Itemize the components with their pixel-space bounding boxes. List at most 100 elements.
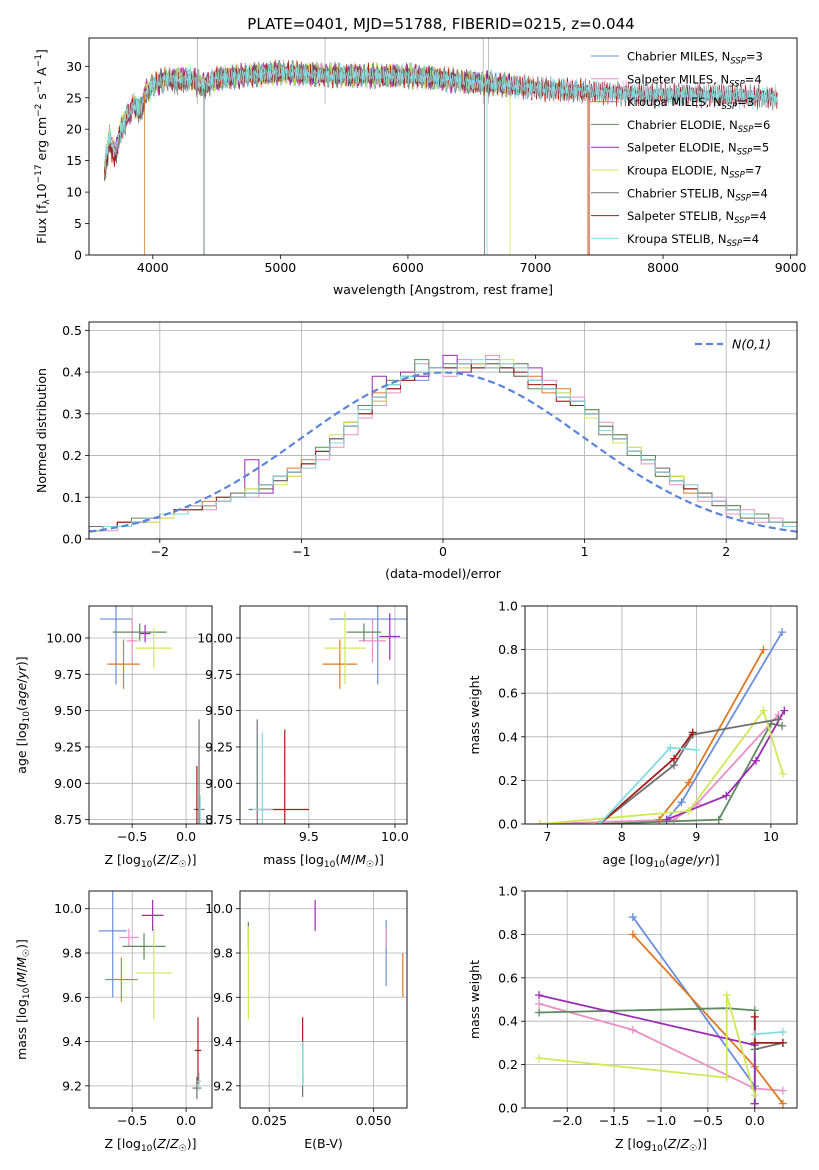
legend-entry: Salpeter STELIB, NSSP=4 xyxy=(627,209,767,226)
gaussian-reference-curve xyxy=(89,371,797,533)
weight-marker xyxy=(750,1090,759,1099)
axes-frame xyxy=(524,890,798,1109)
y-tick-label: 9.50 xyxy=(54,703,82,718)
y-tick-label: 0.0 xyxy=(498,1101,518,1116)
x-tick-label: −2 xyxy=(151,544,169,559)
weight-marker xyxy=(750,1030,759,1039)
weight-marker xyxy=(722,791,731,800)
y-tick-label: 9.4 xyxy=(62,1034,82,1049)
x-axis-label: Z [log10(Z/Z☉)] xyxy=(615,1136,707,1154)
y-tick-label: 0.8 xyxy=(498,642,518,657)
y-tick-label: 9.75 xyxy=(54,667,82,682)
x-tick-label: −0.5 xyxy=(117,829,147,844)
weight-marker xyxy=(722,991,731,1000)
y-axis-label: age [log10(age/yr)] xyxy=(14,656,32,773)
weight-line xyxy=(539,708,784,824)
x-tick-label: 1 xyxy=(581,544,589,559)
y-tick-label: 0.0 xyxy=(498,817,518,832)
legend-entry: N(0,1) xyxy=(732,337,771,352)
x-tick-label: 2 xyxy=(722,544,730,559)
plot-area xyxy=(89,354,797,539)
spectrum-line xyxy=(103,61,778,170)
axes-frame xyxy=(88,605,213,825)
y-tick-label: 30 xyxy=(66,59,82,74)
mass-vs-metallicity-panel: −0.5 0.0 9.2 9.4 9.6 9.8 10.0 Z [log10(Z/Z☉)] ma… xyxy=(14,890,213,1154)
plot-area xyxy=(99,606,205,824)
weight-marker xyxy=(535,820,544,824)
y-tick-label: 9.00 xyxy=(205,776,233,791)
y-tick-label: 0.0 xyxy=(62,532,82,547)
plot-area xyxy=(535,628,789,824)
weight-marker xyxy=(692,745,701,754)
plot-area xyxy=(98,891,202,1100)
weight-marker xyxy=(670,754,679,763)
x-tick-label: −2.0 xyxy=(552,1113,582,1128)
spectrum-panel: 4000 5000 6000 7000 8000 9000 0 5 10 15 20 25 30 wave… xyxy=(34,37,807,297)
weight-marker xyxy=(778,769,787,778)
x-tick-label: 9000 xyxy=(775,260,807,275)
y-tick-label: 1.0 xyxy=(498,599,518,614)
weight-line xyxy=(754,1042,784,1051)
weight-marker xyxy=(684,778,693,787)
y-tick-label: 9.75 xyxy=(205,667,233,682)
weight-marker xyxy=(780,706,789,715)
weight-line xyxy=(539,994,756,1096)
weight-vs-metallicity-panel: −2.0 −1.5 −1.0 −0.5 0.0 0.0 0.2 0.4 0.6 0.8 1.0 Z [… xyxy=(467,884,798,1154)
weight-marker xyxy=(662,815,671,824)
legend-entry: Chabrier MILES, NSSP=3 xyxy=(627,50,763,67)
y-tick-label: 0.2 xyxy=(498,773,518,788)
weight-marker xyxy=(774,715,783,724)
x-tick-label: −1 xyxy=(292,544,310,559)
y-tick-label: 0.1 xyxy=(62,490,82,505)
axes-frame xyxy=(239,605,408,825)
x-tick-label: 10 xyxy=(763,829,779,844)
x-tick-label: 8000 xyxy=(647,260,679,275)
x-axis-label: wavelength [Angstrom, rest frame] xyxy=(333,282,553,297)
axes-frame xyxy=(239,890,408,1109)
weight-marker xyxy=(628,1025,637,1034)
weight-marker xyxy=(778,628,787,637)
weight-marker xyxy=(677,798,686,807)
x-axis-label: E(B-V) xyxy=(304,1136,343,1151)
grid-lines xyxy=(89,891,212,1108)
grid-lines xyxy=(240,606,407,824)
y-axis-label: mass [log10(M/M☉)] xyxy=(14,939,32,1060)
y-tick-label: 8.75 xyxy=(205,812,233,827)
legend-entry: Chabrier ELODIE, NSSP=6 xyxy=(627,118,770,135)
y-tick-label: 15 xyxy=(66,153,82,168)
weight-marker xyxy=(535,999,544,1008)
axes-frame xyxy=(524,605,798,825)
y-tick-label: 0.2 xyxy=(498,1057,518,1072)
y-axis-label: Normed distribution xyxy=(34,368,49,493)
weight-marker xyxy=(759,645,768,654)
x-tick-label: −1.5 xyxy=(599,1113,629,1128)
x-tick-label: 5000 xyxy=(264,260,296,275)
x-tick-label: −1.0 xyxy=(646,1113,676,1128)
axes-frame xyxy=(88,321,798,540)
weight-marker xyxy=(535,991,544,1000)
y-tick-label: 9.6 xyxy=(62,990,82,1005)
x-tick-label: 4000 xyxy=(137,260,169,275)
y-tick-label: 9.8 xyxy=(213,946,233,961)
y-tick-label: 10.0 xyxy=(54,901,82,916)
y-tick-label: 0.2 xyxy=(62,448,82,463)
x-axis-label: mass [log10(M/M☉)] xyxy=(263,852,384,870)
y-axis-label: mass weight xyxy=(467,960,482,1039)
y-tick-label: 1.0 xyxy=(498,884,518,899)
y-tick-label: 9.00 xyxy=(54,776,82,791)
weight-marker xyxy=(750,1038,759,1047)
x-tick-label: 9.5 xyxy=(299,829,319,844)
weight-marker xyxy=(535,1054,544,1063)
y-tick-label: 8.75 xyxy=(54,812,82,827)
y-tick-label: 9.2 xyxy=(213,1078,233,1093)
plot-area xyxy=(535,913,787,1108)
y-tick-label: 0.4 xyxy=(498,1014,518,1029)
weight-marker xyxy=(714,815,723,824)
y-tick-label: 9.25 xyxy=(205,739,233,754)
weight-line xyxy=(538,1002,783,1092)
y-tick-label: 0.3 xyxy=(62,406,82,421)
plot-area xyxy=(247,899,404,1097)
legend-entry: Kroupa STELIB, NSSP=4 xyxy=(627,232,759,249)
